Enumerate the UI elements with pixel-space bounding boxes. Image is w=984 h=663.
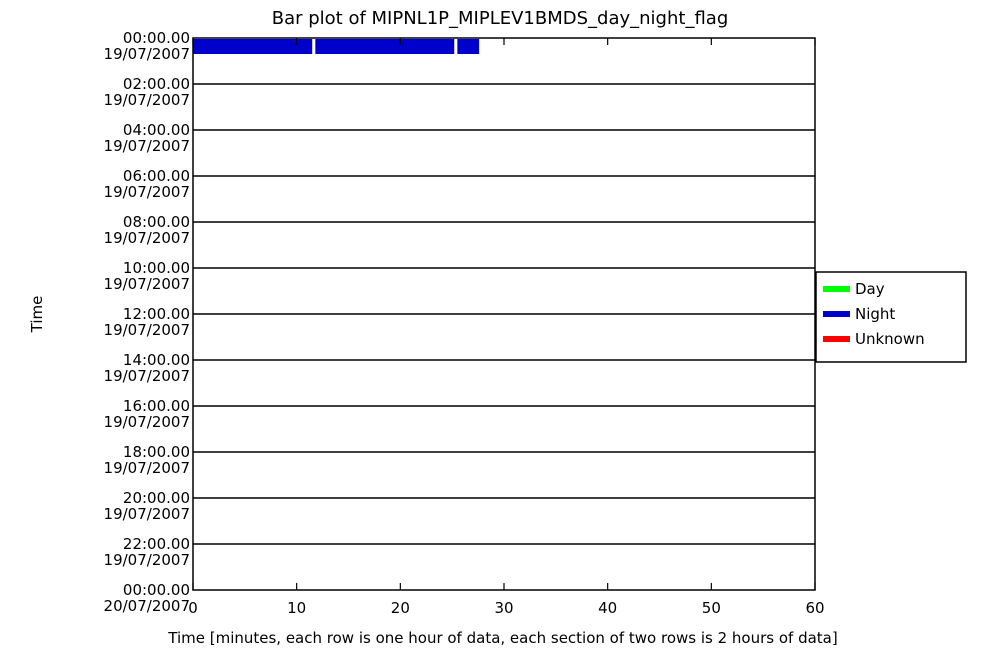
bar-segments [193, 39, 480, 54]
y-tick-time: 08:00.00 [123, 213, 190, 231]
plot-grid [193, 83, 815, 545]
y-tick-time: 22:00.00 [123, 535, 190, 553]
y-tick-time: 06:00.00 [123, 167, 190, 185]
legend-label: Night [855, 305, 895, 323]
y-tick-date: 20/07/2007 [104, 597, 190, 615]
y-tick-date: 19/07/2007 [104, 45, 190, 63]
y-tick-time: 00:00.00 [123, 29, 190, 47]
y-tick-date: 19/07/2007 [104, 551, 190, 569]
y-tick-date: 19/07/2007 [104, 229, 190, 247]
y-tick-time: 16:00.00 [123, 397, 190, 415]
x-axis-label: Time [minutes, each row is one hour of d… [167, 629, 837, 647]
y-tick-date: 19/07/2007 [104, 275, 190, 293]
legend-label: Unknown [855, 330, 925, 348]
y-tick-date: 19/07/2007 [104, 413, 190, 431]
y-tick-time: 12:00.00 [123, 305, 190, 323]
y-tick-time: 20:00.00 [123, 489, 190, 507]
x-axis-ticks: 0 10 20 30 40 50 60 [188, 38, 825, 617]
legend-swatch [823, 286, 850, 292]
y-tick-date: 19/07/2007 [104, 367, 190, 385]
x-tick-label: 0 [188, 599, 198, 617]
x-tick-label: 40 [598, 599, 617, 617]
x-tick-label: 60 [805, 599, 824, 617]
chart-title: Bar plot of MIPNL1P_MIPLEV1BMDS_day_nigh… [272, 8, 729, 29]
x-tick-label: 50 [702, 599, 721, 617]
legend-swatch [823, 311, 850, 317]
y-tick-date: 19/07/2007 [104, 321, 190, 339]
y-axis-label: Time [28, 296, 46, 334]
y-tick-time: 10:00.00 [123, 259, 190, 277]
y-tick-time: 14:00.00 [123, 351, 190, 369]
y-tick-time: 02:00.00 [123, 75, 190, 93]
y-tick-date: 19/07/2007 [104, 459, 190, 477]
legend-label: Day [855, 280, 885, 298]
legend-swatch [823, 336, 850, 342]
y-tick-time: 00:00.00 [123, 581, 190, 599]
y-tick-date: 19/07/2007 [104, 183, 190, 201]
y-tick-date: 19/07/2007 [104, 137, 190, 155]
x-tick-label: 10 [287, 599, 306, 617]
y-axis-ticks: 00:00.0019/07/200702:00.0019/07/200704:0… [104, 29, 190, 615]
x-tick-label: 20 [391, 599, 410, 617]
y-tick-time: 04:00.00 [123, 121, 190, 139]
night-bar-segment [315, 39, 455, 54]
x-tick-label: 30 [494, 599, 513, 617]
y-tick-time: 18:00.00 [123, 443, 190, 461]
y-tick-date: 19/07/2007 [104, 91, 190, 109]
night-bar-segment [457, 39, 480, 54]
night-bar-segment [193, 39, 313, 54]
legend: Day Night Unknown [815, 271, 967, 363]
y-tick-date: 19/07/2007 [104, 505, 190, 523]
